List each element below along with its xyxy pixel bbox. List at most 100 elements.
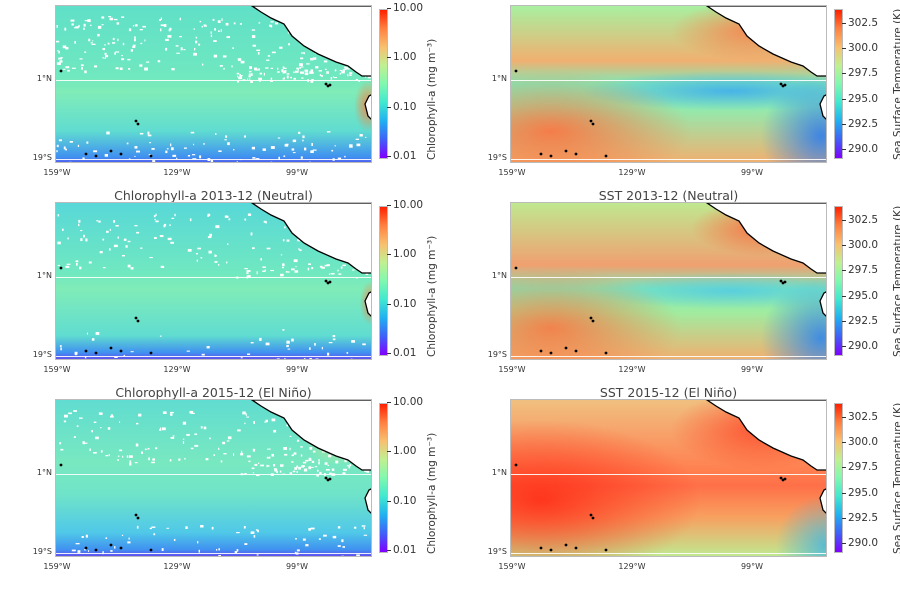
no-data-pixel <box>187 249 192 252</box>
no-data-pixel <box>301 52 305 54</box>
no-data-pixel <box>172 154 177 157</box>
no-data-pixel <box>233 22 236 25</box>
no-data-pixel <box>243 526 246 529</box>
no-data-pixel <box>263 220 267 223</box>
x-tick-label: 129°W <box>618 365 646 374</box>
no-data-pixel <box>233 453 235 456</box>
no-data-pixel <box>134 462 138 464</box>
no-data-pixel <box>286 73 290 75</box>
map-heatmap[interactable] <box>510 5 827 163</box>
no-data-pixel <box>170 241 174 244</box>
no-data-pixel <box>105 455 108 457</box>
no-data-pixel <box>269 24 272 27</box>
no-data-pixel <box>60 57 63 59</box>
island-marker <box>549 154 553 158</box>
no-data-pixel <box>266 59 270 61</box>
no-data-pixel <box>249 66 252 70</box>
no-data-pixel <box>57 241 61 245</box>
no-data-pixel <box>105 54 109 58</box>
no-data-pixel <box>127 264 131 268</box>
no-data-pixel <box>250 342 254 344</box>
no-data-pixel <box>76 425 79 427</box>
colorbar-tick-label: 297.5 <box>841 67 879 80</box>
no-data-pixel <box>277 67 279 70</box>
no-data-pixel <box>60 347 62 351</box>
no-data-pixel <box>309 347 311 350</box>
island-marker <box>59 463 63 467</box>
no-data-pixel <box>361 525 366 527</box>
no-data-pixel <box>88 261 92 264</box>
no-data-pixel <box>323 60 328 63</box>
no-data-pixel <box>153 533 156 536</box>
island-marker <box>564 149 568 153</box>
no-data-pixel <box>283 67 287 69</box>
no-data-pixel <box>292 139 297 143</box>
no-data-pixel <box>302 139 304 142</box>
no-data-pixel <box>349 72 353 75</box>
no-data-pixel <box>259 337 262 341</box>
island-marker <box>591 122 595 126</box>
no-data-pixel <box>196 259 198 262</box>
no-data-pixel <box>69 161 72 162</box>
y-tick-label: 1°N <box>491 74 507 84</box>
map-heatmap[interactable] <box>510 399 827 557</box>
map-heatmap[interactable] <box>55 5 372 163</box>
no-data-pixel <box>193 28 195 30</box>
land-polygon <box>364 94 371 120</box>
island-marker <box>574 152 578 156</box>
panel-title: SST 2013-12 (Neutral) <box>598 188 739 203</box>
no-data-pixel <box>93 452 97 454</box>
no-data-pixel <box>135 24 138 27</box>
no-data-pixel <box>251 146 255 150</box>
colorbar-tick-label: 0.01 <box>386 150 417 162</box>
no-data-pixel <box>159 335 162 337</box>
no-data-pixel <box>144 448 147 451</box>
no-data-pixel <box>89 448 91 452</box>
no-data-pixel <box>194 433 198 435</box>
no-data-pixel <box>252 157 256 159</box>
island-marker <box>591 319 595 323</box>
no-data-pixel <box>136 525 139 529</box>
no-data-pixel <box>152 160 156 162</box>
island-marker <box>604 154 608 158</box>
no-data-pixel <box>270 21 274 23</box>
no-data-pixel <box>102 57 104 59</box>
latitude-gridline <box>56 79 371 82</box>
no-data-pixel <box>119 421 121 423</box>
island-marker <box>604 351 608 355</box>
no-data-pixel <box>59 345 62 347</box>
island-marker <box>604 548 608 552</box>
no-data-pixel <box>58 57 62 60</box>
y-tick-label: 19°S <box>487 547 507 557</box>
no-data-pixel <box>298 248 300 251</box>
no-data-pixel <box>224 215 229 218</box>
no-data-pixel <box>265 67 269 69</box>
colorbar-tick-label: 10.00 <box>386 199 424 211</box>
no-data-pixel <box>348 68 350 70</box>
no-data-pixel <box>210 31 212 34</box>
no-data-pixel <box>248 70 252 73</box>
map-heatmap[interactable] <box>55 202 372 360</box>
no-data-pixel <box>256 554 259 556</box>
island-marker <box>589 316 593 320</box>
no-data-pixel <box>179 36 182 38</box>
no-data-pixel <box>135 443 139 447</box>
no-data-pixel <box>247 353 251 355</box>
no-data-pixel <box>73 410 77 412</box>
no-data-pixel <box>256 49 261 51</box>
y-tick-label: 1°N <box>36 468 52 478</box>
map-heatmap[interactable] <box>510 202 827 360</box>
no-data-pixel <box>170 413 173 416</box>
no-data-pixel <box>215 225 220 229</box>
no-data-pixel <box>318 459 320 462</box>
no-data-pixel <box>342 468 347 471</box>
no-data-pixel <box>236 161 238 162</box>
coastline-land <box>59 400 371 556</box>
island-marker <box>136 516 140 520</box>
island-marker <box>549 351 553 355</box>
map-heatmap[interactable] <box>55 399 372 557</box>
no-data-pixel <box>90 42 93 44</box>
no-data-pixel <box>310 71 314 74</box>
no-data-pixel <box>256 69 260 71</box>
no-data-pixel <box>134 36 136 39</box>
